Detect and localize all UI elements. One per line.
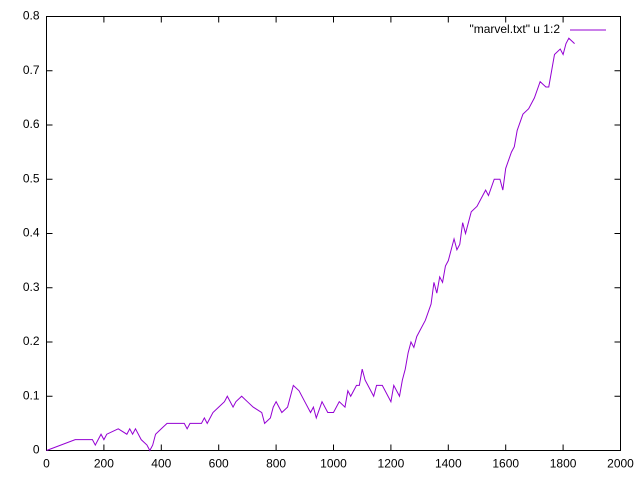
y-tick-label: 0.3 (23, 280, 40, 294)
y-tick-label: 0.8 (23, 9, 40, 23)
x-tick-label: 600 (209, 457, 229, 471)
data-line (46, 37, 575, 452)
y-tick-label: 0.5 (23, 171, 40, 185)
x-tick-label: 1600 (492, 457, 519, 471)
x-tick-label: 400 (151, 457, 171, 471)
x-tick-label: 1800 (550, 457, 577, 471)
y-tick-label: 0.7 (23, 63, 40, 77)
x-tick-label: 1400 (435, 457, 462, 471)
x-tick-label: 1000 (320, 457, 347, 471)
y-tick-label: 0.1 (23, 388, 40, 402)
x-tick-label: 200 (94, 457, 114, 471)
y-tick-label: 0.4 (23, 226, 40, 240)
plot-frame (46, 16, 621, 451)
x-tick-label: 800 (266, 457, 286, 471)
x-tick-label: 2000 (607, 457, 634, 471)
legend-label: "marvel.txt" u 1:2 (469, 22, 560, 36)
y-tick-label: 0.2 (23, 334, 40, 348)
x-tick-label: 1200 (378, 457, 405, 471)
y-tick-label: 0 (33, 443, 40, 457)
y-tick-label: 0.6 (23, 117, 40, 131)
x-tick-label: 0 (43, 457, 50, 471)
